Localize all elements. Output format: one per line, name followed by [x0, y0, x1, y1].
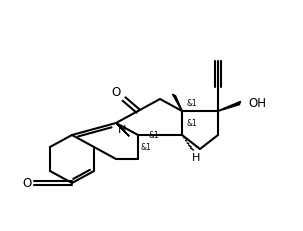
Text: &1: &1	[186, 99, 197, 108]
Text: OH: OH	[248, 97, 266, 110]
Text: O: O	[22, 177, 32, 190]
Polygon shape	[172, 95, 182, 112]
Text: O: O	[112, 85, 121, 98]
Polygon shape	[218, 102, 241, 112]
Text: &1: &1	[148, 131, 159, 140]
Text: &1: &1	[140, 143, 151, 152]
Polygon shape	[116, 123, 129, 137]
Text: H: H	[118, 125, 126, 134]
Text: &1: &1	[186, 119, 197, 128]
Text: H: H	[192, 152, 200, 162]
